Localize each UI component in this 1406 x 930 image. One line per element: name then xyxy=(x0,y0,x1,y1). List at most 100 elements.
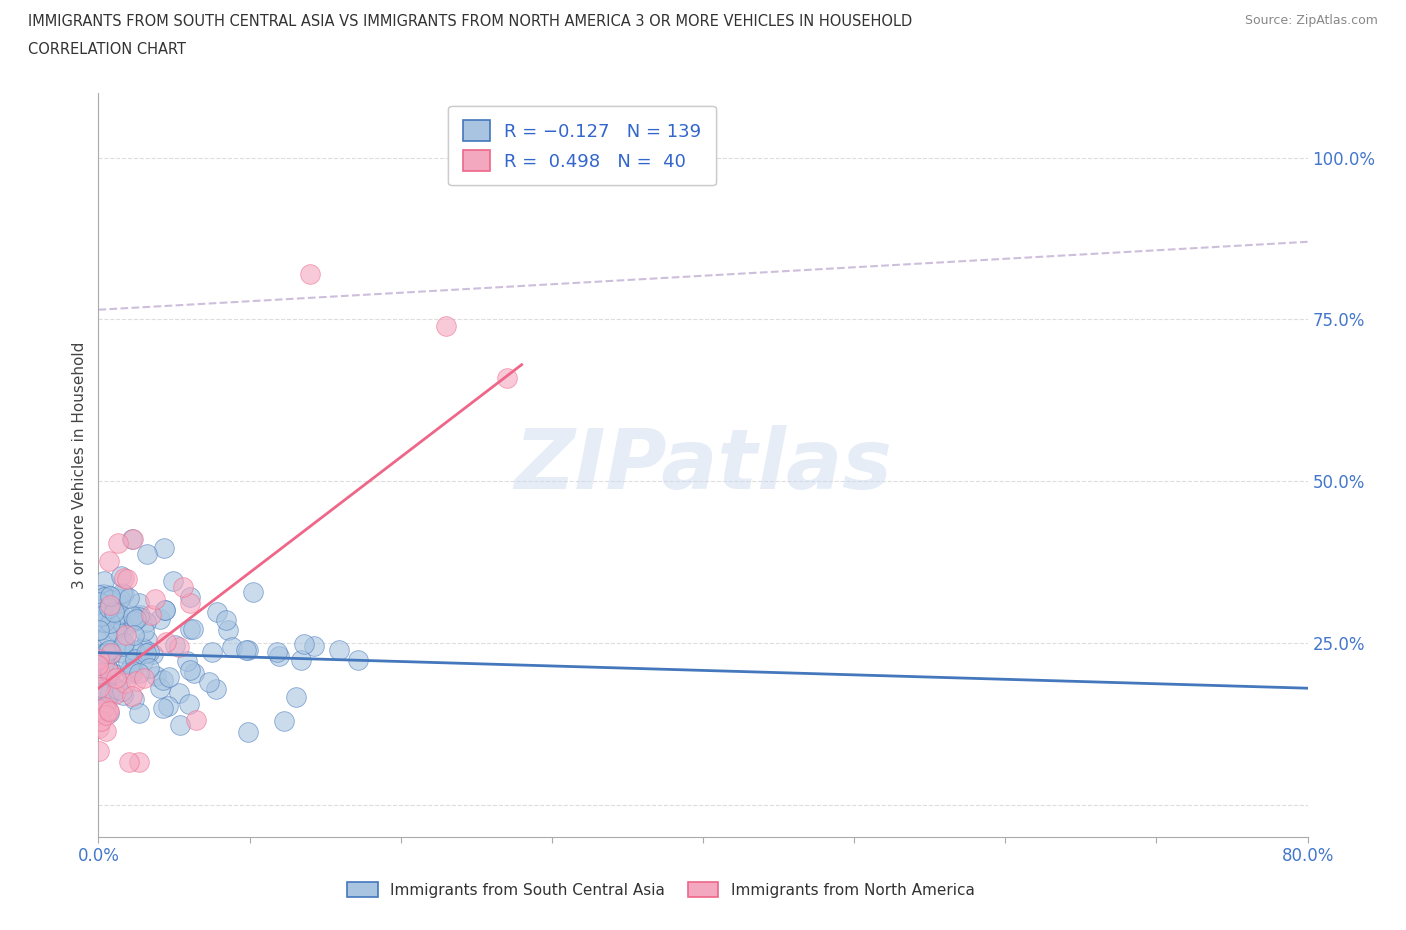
Point xyxy=(105,682,128,697)
Point xyxy=(152,672,174,687)
Point xyxy=(118,755,141,770)
Point xyxy=(138,660,160,675)
Point xyxy=(91,641,114,656)
Text: CORRELATION CHART: CORRELATION CHART xyxy=(28,42,186,57)
Point xyxy=(169,686,191,701)
Point xyxy=(128,609,150,624)
Point xyxy=(136,546,159,561)
Point xyxy=(94,645,117,660)
Point xyxy=(128,754,150,769)
Point xyxy=(89,666,111,681)
Point xyxy=(128,665,150,680)
Point xyxy=(100,645,122,660)
Point xyxy=(142,646,165,661)
Point xyxy=(172,579,194,594)
Point xyxy=(242,584,264,599)
Point xyxy=(101,677,124,692)
Point xyxy=(89,680,111,695)
Point xyxy=(118,591,141,605)
Point xyxy=(87,594,110,609)
Point xyxy=(93,656,115,671)
Point xyxy=(122,691,145,706)
Point xyxy=(135,614,157,629)
Point xyxy=(103,604,125,619)
Point xyxy=(96,628,118,643)
Point xyxy=(104,686,127,701)
Point xyxy=(179,595,201,610)
Point xyxy=(169,640,191,655)
Point xyxy=(97,553,120,568)
Point xyxy=(122,643,145,658)
Text: ZIPatlas: ZIPatlas xyxy=(515,424,891,506)
Point xyxy=(201,644,224,659)
Point xyxy=(125,611,148,626)
Point xyxy=(121,658,143,672)
Point xyxy=(129,607,152,622)
Point xyxy=(89,588,111,603)
Point xyxy=(152,540,174,555)
Point xyxy=(132,671,155,685)
Point xyxy=(89,615,111,630)
Point xyxy=(89,660,111,675)
Point xyxy=(273,713,295,728)
Point xyxy=(236,724,259,739)
Point xyxy=(97,678,120,693)
Point xyxy=(124,652,146,667)
Point xyxy=(128,706,150,721)
Point xyxy=(87,622,110,637)
Point xyxy=(93,697,115,711)
Legend: R = −0.127   N = 139, R =  0.498   N =  40: R = −0.127 N = 139, R = 0.498 N = 40 xyxy=(449,106,716,185)
Point xyxy=(98,588,121,603)
Point xyxy=(149,611,172,626)
Point xyxy=(89,720,111,735)
Point xyxy=(94,699,117,714)
Point xyxy=(104,667,127,682)
Point xyxy=(94,645,117,660)
Point xyxy=(107,596,129,611)
Point xyxy=(93,614,115,629)
Point xyxy=(98,616,121,631)
Point xyxy=(179,697,201,711)
Point xyxy=(128,595,150,610)
Point xyxy=(347,652,370,667)
Point xyxy=(107,609,129,624)
Point xyxy=(90,713,112,728)
Point xyxy=(93,694,115,709)
Point xyxy=(141,607,163,622)
Point xyxy=(91,682,114,697)
Point xyxy=(112,618,135,633)
Point xyxy=(87,670,110,684)
Point xyxy=(91,663,114,678)
Point xyxy=(90,604,112,619)
Point xyxy=(97,662,120,677)
Point xyxy=(112,587,135,602)
Point xyxy=(122,614,145,629)
Point xyxy=(155,603,177,618)
Point xyxy=(121,531,143,546)
Point xyxy=(108,591,131,606)
Point xyxy=(103,679,125,694)
Point xyxy=(152,700,174,715)
Point xyxy=(105,624,128,639)
Point xyxy=(153,603,176,618)
Point xyxy=(98,685,121,700)
Point xyxy=(103,622,125,637)
Point xyxy=(267,649,290,664)
Point xyxy=(121,608,143,623)
Point xyxy=(205,681,228,696)
Point xyxy=(197,675,219,690)
Point xyxy=(94,708,117,723)
Point xyxy=(179,590,201,604)
Point xyxy=(91,587,114,602)
Text: IMMIGRANTS FROM SOUTH CENTRAL ASIA VS IMMIGRANTS FROM NORTH AMERICA 3 OR MORE VE: IMMIGRANTS FROM SOUTH CENTRAL ASIA VS IM… xyxy=(28,14,912,29)
Point xyxy=(87,658,110,672)
Point xyxy=(110,568,132,583)
Point xyxy=(93,682,115,697)
Point xyxy=(215,612,238,627)
Point xyxy=(112,571,135,586)
Point xyxy=(186,712,208,727)
Point xyxy=(285,690,308,705)
Point xyxy=(96,693,118,708)
Point xyxy=(122,664,145,679)
Point xyxy=(112,639,135,654)
